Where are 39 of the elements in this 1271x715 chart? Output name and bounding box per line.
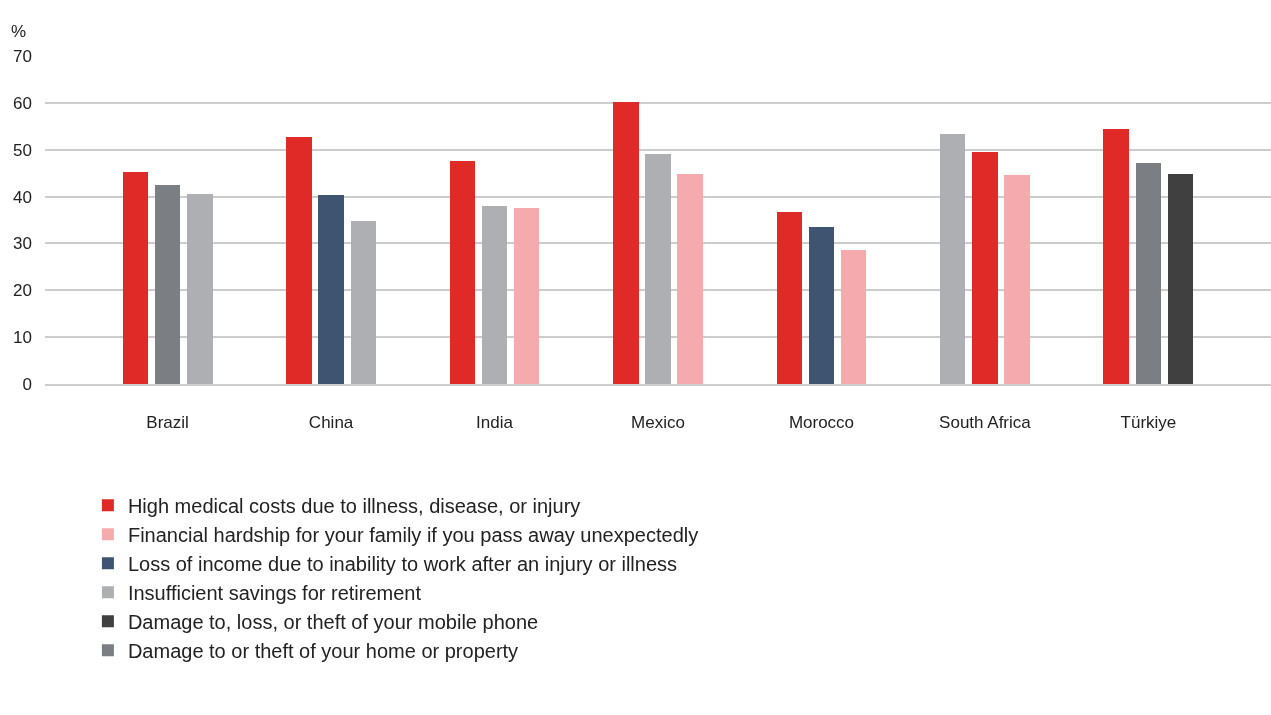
bar xyxy=(1136,163,1161,384)
y-axis-title: % xyxy=(11,22,27,41)
bar xyxy=(482,206,507,384)
bar xyxy=(677,174,703,384)
bar xyxy=(1103,129,1129,384)
x-tick-label: Brazil xyxy=(146,413,189,433)
x-tick-label: Türkiye xyxy=(1120,413,1177,433)
x-tick-label: Mexico xyxy=(631,413,685,433)
y-tick-label: 50 xyxy=(13,140,32,160)
bar xyxy=(514,208,539,384)
legend-label: Damage to, loss, or theft of your mobile phone xyxy=(127,610,539,633)
bar xyxy=(777,212,802,384)
x-tick-label: China xyxy=(308,413,354,433)
bar xyxy=(1004,175,1030,384)
bar xyxy=(123,172,148,384)
bar xyxy=(809,227,834,384)
bar xyxy=(645,154,671,384)
y-tick-label: 30 xyxy=(13,234,32,254)
y-tick-label: 10 xyxy=(13,328,32,348)
y-tick-label: 60 xyxy=(13,93,32,113)
legend-label: Financial hardship for your family if you pass away unexpectedly xyxy=(127,523,699,546)
legend-label: High medical costs due to illness, disease, or injury xyxy=(127,494,581,517)
legend-label: Insufficient savings for retirement xyxy=(127,581,422,604)
bar xyxy=(841,250,866,384)
y-tick-label: 0 xyxy=(22,374,32,394)
bar xyxy=(613,102,639,384)
x-tick-label: India xyxy=(476,413,514,433)
x-tick-label: South Africa xyxy=(939,413,1032,433)
x-tick-label: Morocco xyxy=(788,413,855,433)
y-tick-label: 70 xyxy=(13,46,32,66)
bar xyxy=(318,195,344,384)
legend-label: Loss of income due to inability to work after an injury or illness xyxy=(127,552,678,575)
bar xyxy=(1168,174,1193,384)
bar xyxy=(286,137,312,384)
bar xyxy=(450,161,475,384)
legend-label: Damage to or theft of your home or property xyxy=(127,639,519,662)
y-tick-label: 20 xyxy=(13,281,32,301)
bar xyxy=(155,185,180,384)
y-tick-label: 40 xyxy=(13,187,32,207)
